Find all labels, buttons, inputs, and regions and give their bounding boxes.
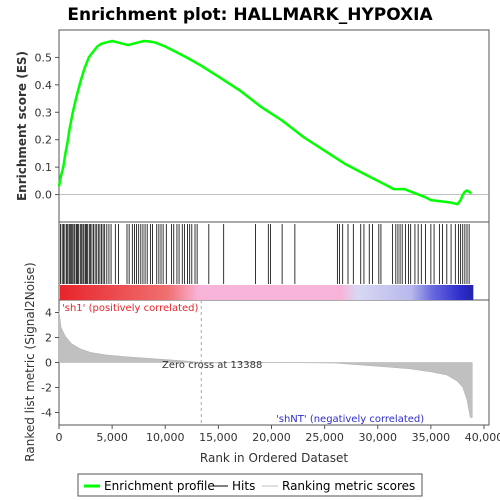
negative-correlation-label: 'shNT' (negatively correlated)	[276, 414, 424, 425]
metric-y-axis-label: Ranked list metric (Signal2Noise)	[23, 262, 37, 461]
metric-y-tick-label: 2	[45, 332, 52, 345]
metric-y-tick-label: -2	[41, 382, 52, 395]
es-y-tick-label: 0.2	[35, 134, 53, 147]
x-tick-label: 40,000	[465, 431, 500, 444]
x-tick-label: 35,000	[412, 431, 451, 444]
positive-correlation-label: 'sh1' (positively correlated)	[62, 303, 199, 314]
ranking-color-strip	[60, 285, 473, 300]
x-tick-label: 25,000	[305, 431, 344, 444]
x-tick-label: 15,000	[199, 431, 238, 444]
legend-hits-label: Hits	[232, 479, 255, 493]
x-tick-label: 20,000	[252, 431, 291, 444]
x-tick-label: 0	[56, 431, 63, 444]
x-tick-label: 10,000	[146, 431, 185, 444]
es-y-tick-label: 0.3	[35, 106, 53, 119]
es-y-tick-label: 0.0	[35, 189, 53, 202]
es-y-axis-label: Enrichment score (ES)	[15, 51, 29, 201]
legend-enrichment-label: Enrichment profile	[104, 479, 215, 493]
metric-y-tick-label: -4	[41, 407, 52, 420]
legend-ranking-label: Ranking metric scores	[282, 479, 415, 493]
es-y-tick-label: 0.5	[35, 51, 53, 64]
metric-y-tick-label: 0	[45, 357, 52, 370]
es-panel-frame	[59, 30, 489, 222]
x-axis-label: Rank in Ordered Dataset	[200, 451, 348, 465]
legend: Enrichment profile Hits Ranking metric s…	[78, 474, 422, 496]
x-tick-label: 5,000	[96, 431, 128, 444]
chart-title: Enrichment plot: HALLMARK_HYPOXIA	[67, 5, 433, 25]
metric-y-tick-label: 4	[45, 307, 52, 320]
es-y-tick-label: 0.1	[35, 161, 53, 174]
x-tick-label: 30,000	[359, 431, 398, 444]
zero-cross-label: Zero cross at 13388	[162, 360, 262, 371]
es-y-tick-label: 0.4	[35, 79, 53, 92]
